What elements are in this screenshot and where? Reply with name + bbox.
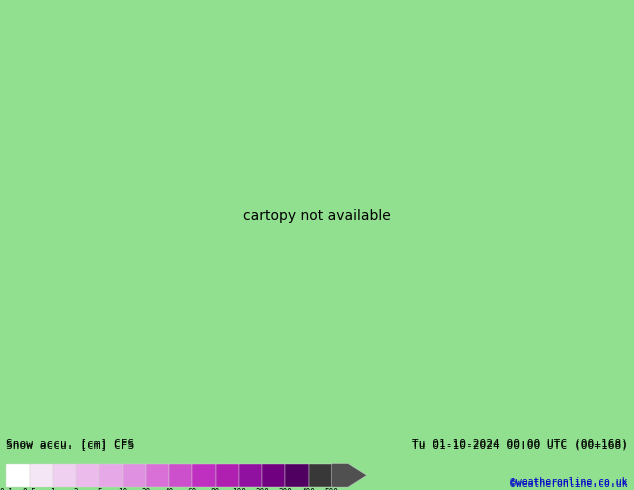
Text: cartopy not available: cartopy not available (243, 209, 391, 222)
Text: 2: 2 (74, 488, 79, 490)
Bar (122, 464, 146, 487)
Text: 40: 40 (164, 488, 174, 490)
Bar (76, 464, 100, 487)
Bar (169, 464, 192, 487)
Text: 200: 200 (255, 488, 269, 490)
Text: 60: 60 (188, 488, 197, 490)
Text: ©weatheronline.co.uk: ©weatheronline.co.uk (510, 479, 628, 489)
Text: 80: 80 (211, 488, 220, 490)
Bar (6, 464, 30, 487)
Text: 10: 10 (118, 488, 127, 490)
Bar (309, 464, 332, 487)
Text: Tu 01-10-2024 00:00 UTC (00+168): Tu 01-10-2024 00:00 UTC (00+168) (411, 438, 628, 448)
Text: Snow accu. [cm] CFS: Snow accu. [cm] CFS (6, 438, 134, 448)
Bar (239, 464, 262, 487)
Text: 500: 500 (325, 488, 339, 490)
Text: 1: 1 (51, 488, 55, 490)
Text: Snow accu. [cm] CFS: Snow accu. [cm] CFS (6, 440, 134, 450)
Bar (146, 464, 169, 487)
Text: 300: 300 (278, 488, 292, 490)
Text: 0.1: 0.1 (0, 488, 13, 490)
Text: Tu 01-10-2024 00:00 UTC (00+168): Tu 01-10-2024 00:00 UTC (00+168) (411, 440, 628, 450)
Bar (262, 464, 285, 487)
Text: ©weatheronline.co.uk: ©weatheronline.co.uk (510, 477, 628, 487)
Text: 5: 5 (97, 488, 101, 490)
Bar (53, 464, 76, 487)
Bar (192, 464, 216, 487)
Bar (216, 464, 239, 487)
FancyArrow shape (332, 464, 366, 487)
Text: 0.5: 0.5 (23, 488, 37, 490)
Bar (285, 464, 309, 487)
Text: 400: 400 (302, 488, 316, 490)
Bar (100, 464, 122, 487)
Text: 100: 100 (232, 488, 246, 490)
Text: 20: 20 (141, 488, 150, 490)
Bar (30, 464, 53, 487)
